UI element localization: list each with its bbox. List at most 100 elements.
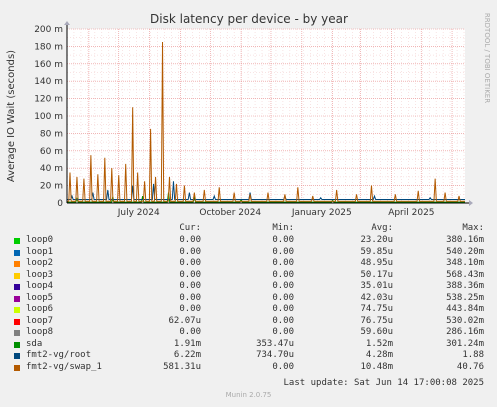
legend-min: 353.47u xyxy=(256,338,294,349)
legend-name: sda xyxy=(26,338,43,349)
legend-avg: 50.17u xyxy=(360,269,393,280)
tick-labels: 0 20 m 40 m 60 m 80 m 100 m 120 m 140 m 160 m 180… xyxy=(34,25,434,218)
legend-min: 0.00 xyxy=(272,315,294,326)
legend-name: loop4 xyxy=(26,281,54,291)
legend-cur: 0.00 xyxy=(179,235,201,245)
legend-header-avg: Avg: xyxy=(371,223,393,233)
legend-cur: 0.00 xyxy=(179,269,201,280)
legend-min: 0.00 xyxy=(272,327,294,337)
legend-cur: 0.00 xyxy=(179,281,201,291)
x-tick-label: April 2025 xyxy=(388,208,434,218)
legend-cur: 0.00 xyxy=(179,258,201,268)
legend-header-min: Min: xyxy=(272,223,294,233)
legend-swatch xyxy=(14,307,20,313)
legend-min: 0.00 xyxy=(272,304,294,314)
y-tick-label: 200 m xyxy=(34,25,63,35)
legend-row: loop8 0.00 0.00 59.60u 286.16m xyxy=(0,327,497,338)
legend-avg: 35.01u xyxy=(360,281,393,291)
legend-cur: 581.31u xyxy=(163,361,201,372)
x-tick-label: October 2024 xyxy=(199,208,261,218)
legend-swatch xyxy=(14,318,20,325)
chart-canvas: 0 20 m 40 m 60 m 80 m 100 m 120 m 140 m 160 m 180… xyxy=(6,12,491,218)
legend-max: 388.36m xyxy=(446,281,484,291)
chart-title: Disk latency per device - by year xyxy=(150,12,348,26)
y-axis-arrow-icon xyxy=(64,21,70,25)
y-tick-label: 80 m xyxy=(40,129,63,139)
legend-min: 0.00 xyxy=(272,361,294,372)
rrdtool-watermark: RRDTOOL / TOBI OETIKER xyxy=(483,13,491,103)
legend-avg: 10.48m xyxy=(360,361,393,372)
axes xyxy=(64,21,473,206)
x-tick-label: July 2024 xyxy=(117,208,160,218)
legend-row: loop2 0.00 0.00 48.95u 348.10m xyxy=(0,258,497,269)
y-tick-label: 120 m xyxy=(34,95,63,105)
legend-avg: 59.85u xyxy=(360,246,393,257)
legend-avg: 48.95u xyxy=(360,258,393,268)
legend-name: loop5 xyxy=(26,292,54,303)
legend-header-max: Max: xyxy=(462,223,484,233)
legend-max: 348.10m xyxy=(446,258,484,268)
legend-avg: 23.20u xyxy=(360,235,393,245)
y-tick-label: 60 m xyxy=(40,147,63,157)
x-axis-arrow-icon xyxy=(469,200,473,206)
munin-version: Munin 2.0.75 xyxy=(225,391,272,399)
legend-max: 1.88 xyxy=(462,350,484,360)
legend-min: 0.00 xyxy=(272,246,294,257)
legend-min: 0.00 xyxy=(272,281,294,291)
legend-swatch xyxy=(14,330,20,336)
legend-name: loop7 xyxy=(26,315,54,326)
legend-avg: 4.28m xyxy=(365,350,393,360)
legend-min: 0.00 xyxy=(272,258,294,268)
legend-name: fmt2-vg/root xyxy=(26,350,92,360)
legend-row: loop0 0.00 0.00 23.20u 380.16m xyxy=(0,235,497,246)
y-tick-label: 180 m xyxy=(34,42,63,52)
legend-avg: 59.60u xyxy=(360,327,393,337)
legend-max: 443.84m xyxy=(446,304,484,314)
legend-max: 540.20m xyxy=(446,246,484,257)
legend-swatch xyxy=(14,364,20,371)
legend-name: loop1 xyxy=(26,246,54,257)
legend-avg: 1.52m xyxy=(365,338,393,349)
legend-max: 380.16m xyxy=(446,235,484,245)
legend-swatch xyxy=(14,249,20,256)
y-tick-label: 140 m xyxy=(34,77,63,87)
legend-name: loop8 xyxy=(26,327,54,337)
legend-avg: 74.75u xyxy=(360,304,393,314)
legend-row: loop6 0.00 0.00 74.75u 443.84m xyxy=(0,304,497,315)
series-fmt2-vg-swap-1 xyxy=(67,42,465,202)
y-axis-label: Average IO Wait (seconds) xyxy=(6,50,17,182)
y-tick-label: 160 m xyxy=(34,60,63,70)
last-update: Last update: Sat Jun 14 17:00:08 2025 xyxy=(283,378,484,388)
legend-min: 0.00 xyxy=(272,235,294,245)
legend-swatch xyxy=(14,341,20,348)
legend-cur: 0.00 xyxy=(179,304,201,314)
legend-max: 40.76 xyxy=(456,361,484,372)
legend-name: fmt2-vg/swap_1 xyxy=(26,361,102,372)
legend-swatch xyxy=(14,272,20,279)
legend-cur: 62.07u xyxy=(168,315,201,326)
legend-swatch xyxy=(14,261,20,267)
series-fmt2-vg-root xyxy=(67,181,465,201)
legend-max: 286.16m xyxy=(446,327,484,337)
legend-row: loop1 0.00 0.00 59.85u 540.20m xyxy=(0,247,497,258)
legend-swatch xyxy=(14,353,20,359)
y-tick-label: 0 xyxy=(57,199,63,209)
legend-row: loop7 62.07u 0.00 76.75u 530.02m xyxy=(0,316,497,327)
legend-cur: 1.91m xyxy=(173,338,201,349)
y-tick-label: 100 m xyxy=(34,112,63,122)
legend-row: fmt2-vg/root 6.22m 734.70u 4.28m 1.88 xyxy=(0,350,497,361)
x-tick-label: January 2025 xyxy=(291,208,352,218)
y-tick-label: 20 m xyxy=(40,182,63,192)
legend-min: 0.00 xyxy=(272,269,294,280)
legend-swatch xyxy=(14,295,20,302)
legend-avg: 42.03u xyxy=(360,292,393,303)
legend-row: loop3 0.00 0.00 50.17u 568.43m xyxy=(0,270,497,281)
legend-avg: 76.75u xyxy=(360,315,393,326)
legend-header: Cur: Min: Avg: Max: xyxy=(0,223,497,234)
legend-min: 0.00 xyxy=(272,292,294,303)
legend-row: loop5 0.00 0.00 42.03u 538.25m xyxy=(0,293,497,304)
legend-cur: 6.22m xyxy=(173,350,201,360)
legend-header-cur: Cur: xyxy=(179,223,201,233)
y-tick-label: 40 m xyxy=(40,164,63,174)
